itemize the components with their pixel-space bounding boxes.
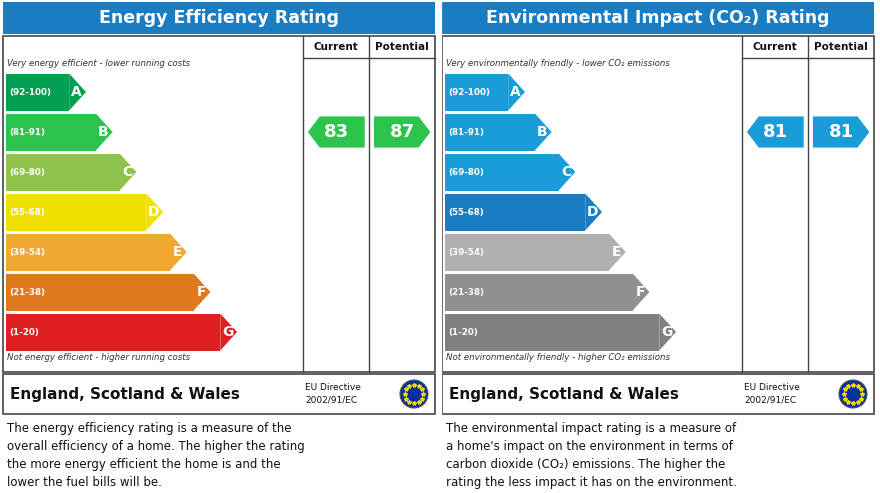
Circle shape [400,380,428,408]
Text: Energy Efficiency Rating: Energy Efficiency Rating [99,9,339,27]
Text: (1-20): (1-20) [9,327,39,337]
Text: (39-54): (39-54) [9,247,45,256]
Text: England, Scotland & Wales: England, Scotland & Wales [449,387,678,401]
Text: England, Scotland & Wales: England, Scotland & Wales [10,387,240,401]
Text: D: D [587,205,598,219]
Polygon shape [747,116,803,147]
Text: 81: 81 [763,123,788,141]
Bar [6,73,70,110]
Bar [6,314,220,351]
Text: (81-91): (81-91) [9,128,45,137]
Polygon shape [609,234,626,271]
Text: A: A [71,85,82,99]
Text: (69-80): (69-80) [9,168,45,176]
Text: Potential: Potential [375,42,429,52]
Text: EU Directive
2002/91/EC: EU Directive 2002/91/EC [744,383,800,405]
Text: (92-100): (92-100) [9,87,51,97]
Bar [6,274,194,311]
Polygon shape [508,73,525,110]
Text: C: C [122,165,132,179]
Text: Very energy efficient - lower running costs: Very energy efficient - lower running co… [7,59,190,68]
Polygon shape [585,193,602,231]
Polygon shape [559,153,576,190]
Text: EU Directive
2002/91/EC: EU Directive 2002/91/EC [305,383,361,405]
Text: (21-38): (21-38) [9,287,45,296]
Text: 83: 83 [324,123,348,141]
Text: The energy efficiency rating is a measure of the
overall efficiency of a home. T: The energy efficiency rating is a measur… [7,422,304,489]
Text: (69-80): (69-80) [448,168,484,176]
Text: B: B [537,125,547,139]
Text: 81: 81 [829,123,854,141]
Text: C: C [561,165,571,179]
Text: 87: 87 [390,123,414,141]
Polygon shape [120,153,136,190]
Text: D: D [148,205,159,219]
Polygon shape [70,73,86,110]
Text: (55-68): (55-68) [9,208,45,216]
Text: (92-100): (92-100) [448,87,490,97]
Bar [6,153,120,190]
Text: (55-68): (55-68) [448,208,484,216]
Text: B: B [98,125,109,139]
Polygon shape [96,113,113,150]
Bar [6,234,170,271]
Bar [442,36,874,372]
Polygon shape [308,116,364,147]
Text: (21-38): (21-38) [448,287,484,296]
Bar [445,73,508,110]
Text: G: G [661,325,672,339]
Text: Very environmentally friendly - lower CO₂ emissions: Very environmentally friendly - lower CO… [446,59,670,68]
Bar [442,2,874,34]
Text: A: A [510,85,521,99]
Bar [6,193,146,231]
Text: (1-20): (1-20) [448,327,478,337]
Polygon shape [146,193,163,231]
Bar [445,153,559,190]
Text: E: E [172,245,182,259]
Bar [6,113,96,150]
Text: Not environmentally friendly - higher CO₂ emissions: Not environmentally friendly - higher CO… [446,353,670,362]
Bar [3,374,435,414]
Polygon shape [170,234,187,271]
Polygon shape [220,314,237,351]
Bar [3,2,435,34]
Bar [3,36,435,372]
Bar [445,314,659,351]
Polygon shape [633,274,649,311]
Text: (81-91): (81-91) [448,128,484,137]
Bar [445,113,535,150]
Bar [445,274,633,311]
Text: (39-54): (39-54) [448,247,484,256]
Polygon shape [813,116,869,147]
Text: Environmental Impact (CO₂) Rating: Environmental Impact (CO₂) Rating [487,9,830,27]
Text: F: F [196,285,206,299]
Text: Not energy efficient - higher running costs: Not energy efficient - higher running co… [7,353,190,362]
Text: Potential: Potential [814,42,868,52]
Text: F: F [635,285,645,299]
Polygon shape [535,113,552,150]
Bar [445,193,585,231]
Text: Current: Current [753,42,797,52]
Text: Current: Current [314,42,359,52]
Text: The environmental impact rating is a measure of
a home's impact on the environme: The environmental impact rating is a mea… [446,422,737,489]
Text: G: G [222,325,233,339]
Polygon shape [194,274,210,311]
Polygon shape [659,314,676,351]
Bar [442,374,874,414]
Bar [445,234,609,271]
Text: E: E [612,245,621,259]
Circle shape [839,380,867,408]
Polygon shape [374,116,430,147]
